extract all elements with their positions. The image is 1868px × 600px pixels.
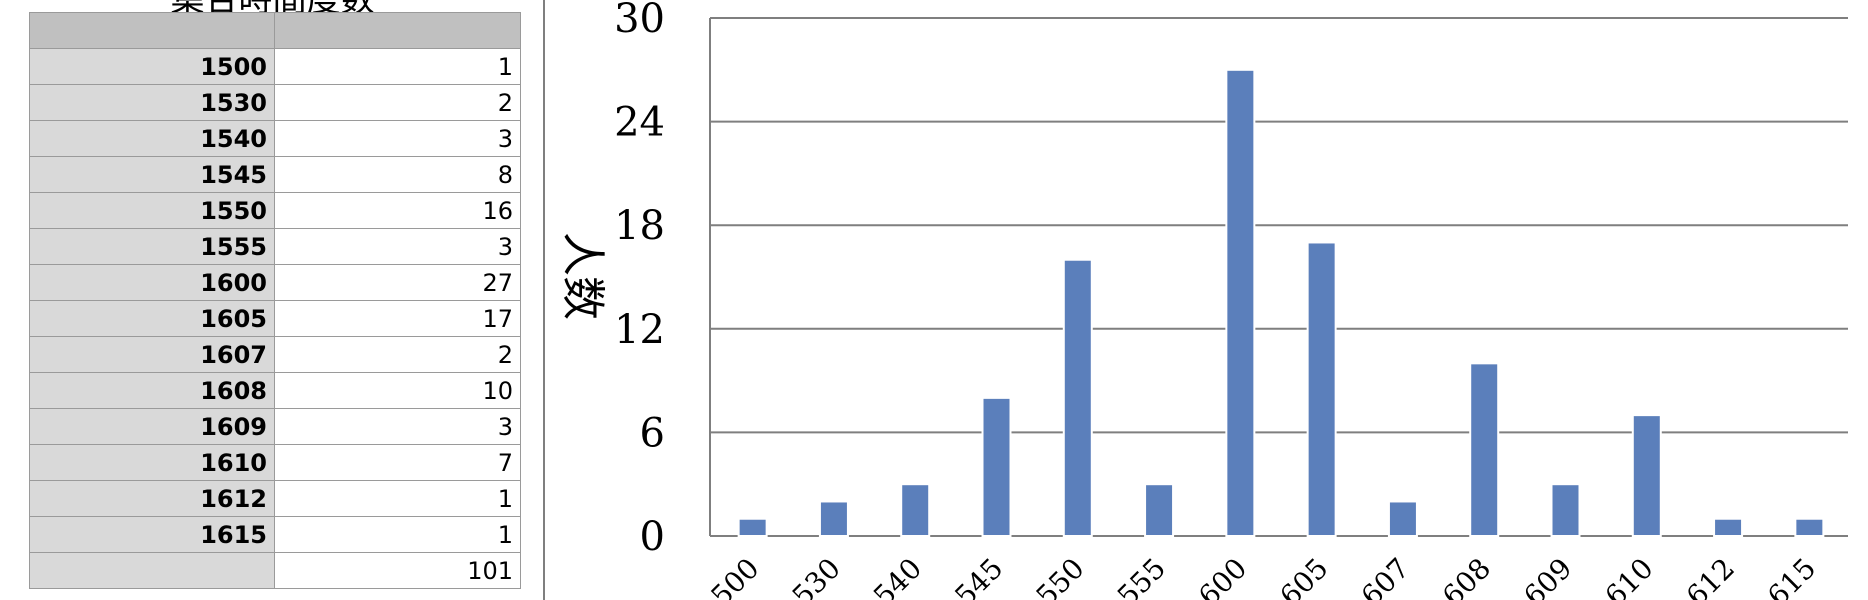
- header-cell: [274, 12, 521, 49]
- x-tick-label: 607: [1355, 552, 1416, 600]
- table-row: 1550 16: [29, 192, 521, 229]
- bar-1500: [737, 517, 768, 538]
- row-key-cell: 1607: [29, 336, 275, 373]
- x-tick-label: 550: [1030, 552, 1091, 600]
- table-header-row: [29, 12, 521, 49]
- row-key-cell: 1608: [29, 372, 275, 409]
- x-tick-labels: 500 530 540 545 550 555 600 605 607 608 609 610 612 6…: [704, 552, 1822, 600]
- table-row: 1600 27: [29, 264, 521, 301]
- row-key-cell: 1550: [29, 192, 275, 229]
- table-row: 1609 3: [29, 408, 521, 445]
- table-row: 1545 8: [29, 156, 521, 193]
- x-tick-label: 555: [1111, 552, 1172, 600]
- table-row: 1607 2: [29, 336, 521, 373]
- row-key-cell: 1600: [29, 264, 275, 301]
- row-count-cell: 8: [274, 156, 521, 193]
- row-key-cell: 1530: [29, 84, 275, 121]
- x-tick-label: 615: [1761, 552, 1822, 600]
- bar-1605: [1306, 241, 1337, 537]
- row-key-cell: 1609: [29, 408, 275, 445]
- table-row: 1612 1: [29, 480, 521, 517]
- x-tick-label: 545: [948, 552, 1009, 600]
- panel-divider: [543, 0, 545, 600]
- bar-1555: [1144, 483, 1175, 538]
- bar-1600: [1225, 68, 1256, 538]
- x-tick-label: 600: [1192, 552, 1253, 600]
- bar-1612: [1713, 517, 1744, 538]
- bar-1610: [1631, 414, 1662, 537]
- row-count-cell: 27: [274, 264, 521, 301]
- total-label-cell: [29, 552, 275, 589]
- x-tick-label: 609: [1517, 552, 1578, 600]
- table-row: 1610 7: [29, 444, 521, 481]
- x-tick-label: 610: [1599, 552, 1660, 600]
- total-row: 101: [29, 552, 521, 589]
- table-row: 1500 1: [29, 48, 521, 85]
- table-row: 1530 2: [29, 84, 521, 121]
- row-count-cell: 2: [274, 84, 521, 121]
- row-count-cell: 2: [274, 336, 521, 373]
- row-count-cell: 7: [274, 444, 521, 481]
- total-value-cell: 101: [274, 552, 521, 589]
- x-tick-label: 530: [786, 552, 847, 600]
- bar-1530: [818, 500, 849, 538]
- y-axis-label: 人数: [557, 232, 608, 320]
- bar-1608: [1469, 362, 1500, 538]
- row-count-cell: 1: [274, 516, 521, 553]
- frequency-table-panel: 集合時間度数 1500 1 1530 2 1540 3 1545 8 1550 16 1555 3 16…: [0, 0, 545, 600]
- table-row: 1608 10: [29, 372, 521, 409]
- bar-1540: [900, 483, 931, 538]
- bar-1609: [1550, 483, 1581, 538]
- x-tick-label: 500: [704, 552, 765, 600]
- row-count-cell: 17: [274, 300, 521, 337]
- y-tick-label: 12: [614, 307, 665, 353]
- bar-1545: [981, 396, 1012, 537]
- table-row: 1540 3: [29, 120, 521, 157]
- x-tick-label: 540: [867, 552, 928, 600]
- x-tick-label: 608: [1436, 552, 1497, 600]
- bar-1550: [1062, 258, 1093, 537]
- bars: [737, 68, 1825, 538]
- row-key-cell: 1540: [29, 120, 275, 157]
- row-count-cell: 16: [274, 192, 521, 229]
- x-tick-label: 605: [1273, 552, 1334, 600]
- y-tick-label: 0: [640, 514, 665, 560]
- row-count-cell: 3: [274, 120, 521, 157]
- y-tick-label: 6: [640, 410, 665, 456]
- y-tick-label: 18: [614, 203, 665, 249]
- bar-1607: [1387, 500, 1418, 538]
- table-row: 1605 17: [29, 300, 521, 337]
- row-key-cell: 1555: [29, 228, 275, 265]
- gridlines: [709, 17, 1848, 537]
- bar-1615: [1794, 517, 1825, 538]
- row-count-cell: 3: [274, 408, 521, 445]
- y-tick-label: 24: [614, 100, 665, 146]
- row-key-cell: 1545: [29, 156, 275, 193]
- row-count-cell: 1: [274, 480, 521, 517]
- row-key-cell: 1610: [29, 444, 275, 481]
- y-tick-label: 30: [614, 0, 665, 42]
- row-key-cell: 1605: [29, 300, 275, 337]
- header-cell: [29, 12, 275, 49]
- y-tick-labels: 0 6 12 18 24 30: [614, 0, 665, 560]
- x-tick-label: 612: [1680, 552, 1741, 600]
- row-count-cell: 10: [274, 372, 521, 409]
- frequency-table: 1500 1 1530 2 1540 3 1545 8 1550 16 1555 3 1600 27 160…: [29, 12, 521, 589]
